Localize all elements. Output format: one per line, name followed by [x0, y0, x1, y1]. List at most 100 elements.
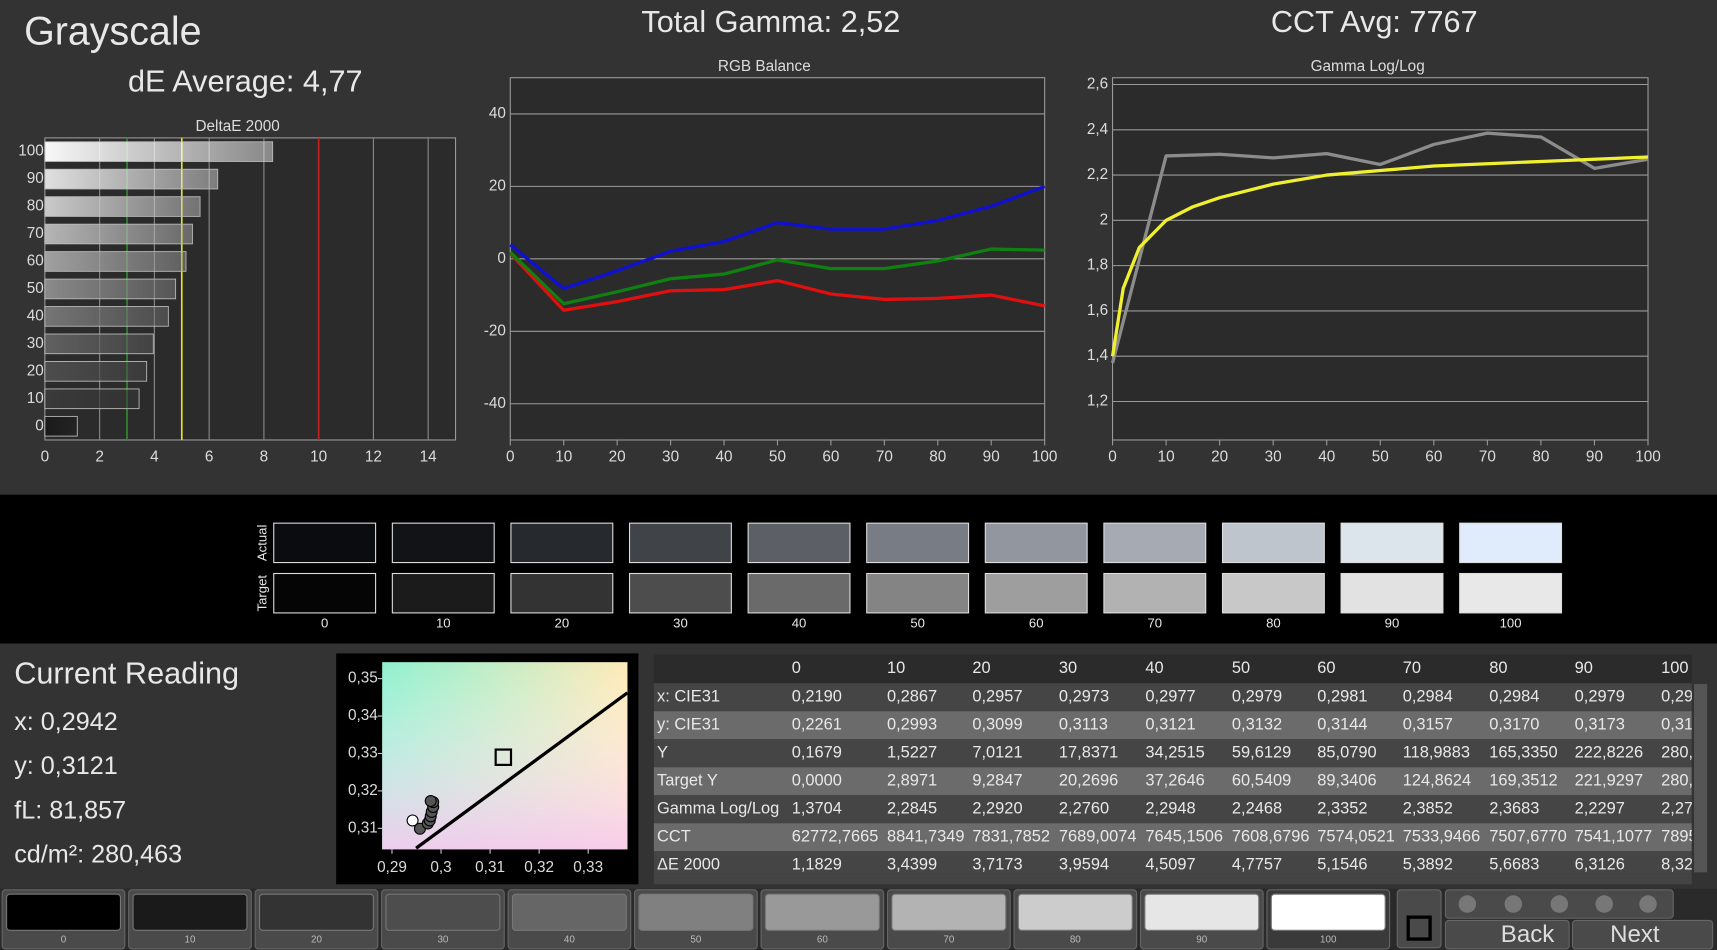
column-header: 10 [887, 659, 905, 677]
x-tick-label: 40 [716, 449, 733, 466]
swatch-label: 0 [321, 615, 328, 630]
x-tick-label: 40 [1318, 449, 1335, 466]
x-tick-label: 10 [1158, 449, 1175, 466]
table-cell: 2,2845 [887, 800, 937, 818]
table-cell: 60,5409 [1232, 772, 1291, 790]
y-tick-label: 2,6 [1087, 76, 1108, 93]
data-table: 0 10 20 30 40 50 60 70 80 90 100 x: CIE31 0,2190 0,28… [653, 659, 1693, 874]
chart-title: Gamma Log/Log [1311, 58, 1425, 75]
y-tick-label: 50 [27, 280, 44, 297]
x-tick-label: 90 [1586, 449, 1603, 466]
table-cell: 20,2696 [1059, 772, 1118, 790]
series-line [509, 247, 1045, 306]
x-tick-label: 70 [876, 449, 893, 466]
target-point [494, 748, 513, 766]
table-cell: 221,9297 [1575, 772, 1643, 790]
table-cell: 0,2957 [972, 688, 1022, 706]
icon [1504, 895, 1523, 913]
patch-label: 80 [1070, 935, 1081, 946]
y-tick-label: 30 [27, 335, 44, 352]
icon [1458, 895, 1477, 913]
swatch-label: 20 [555, 615, 570, 630]
y-tick-label: 0 [497, 250, 506, 267]
icon [1406, 915, 1432, 941]
table-cell: 7507,6770 [1489, 828, 1567, 846]
x-tick-label: 20 [609, 449, 626, 466]
x-tick-label: 14 [420, 449, 438, 466]
chart-title: RGB Balance [718, 58, 811, 75]
y-tick-label: 40 [27, 307, 44, 324]
back-button[interactable] [1444, 919, 1570, 950]
table-cell: 3,9594 [1059, 856, 1109, 874]
next-button[interactable] [1571, 919, 1714, 950]
back-label: Back [1501, 921, 1556, 948]
column-header: 20 [972, 659, 990, 677]
actual-swatch [1459, 522, 1563, 564]
table-cell: 37,2646 [1145, 772, 1204, 790]
next-label: Next [1610, 921, 1660, 948]
table-cell: 0,3157 [1403, 716, 1453, 734]
bar [44, 388, 140, 410]
table-cell: 62772,7665 [792, 828, 879, 846]
y-tick-label: 0,34 [348, 707, 378, 724]
patch-label: 40 [564, 935, 575, 946]
cct-average: CCT Avg: 7767 [1271, 5, 1478, 39]
x-tick-label: 70 [1479, 449, 1496, 466]
column-header: 60 [1317, 659, 1335, 677]
h-scrollbar[interactable] [653, 873, 1692, 885]
swatch-label: 70 [1148, 615, 1163, 630]
table-cell: 0,3121 [1145, 716, 1195, 734]
x-tick-label: 80 [929, 449, 946, 466]
x-tick-label: 0,3 [430, 859, 451, 876]
table-row [653, 851, 1692, 874]
chart-title: DeltaE 2000 [195, 118, 279, 135]
table-cell: 2,8971 [887, 772, 937, 790]
column-header: 90 [1575, 659, 1593, 677]
row-label: Target Y [657, 772, 718, 790]
table-cell: 59,6129 [1232, 744, 1291, 762]
table-cell: 0,0000 [792, 772, 842, 790]
table-cell: 2,2948 [1145, 800, 1195, 818]
swatch-label: 50 [910, 615, 925, 630]
patch-color [764, 893, 880, 931]
target-swatch [984, 572, 1088, 614]
patch-color [1017, 893, 1133, 931]
patch-color [891, 893, 1007, 931]
actual-swatch [866, 522, 970, 564]
y-tick-label: 40 [489, 105, 506, 122]
column-header: 80 [1489, 659, 1507, 677]
series-line [1110, 155, 1649, 357]
x-tick-label: 6 [205, 449, 214, 466]
target-swatch [1340, 572, 1444, 614]
x-tick-label: 0,32 [524, 859, 554, 876]
reading-y: y: 0,3121 [14, 752, 118, 780]
table-cell: 8841,7349 [887, 828, 965, 846]
reading-x: x: 0,2942 [14, 708, 118, 736]
locus-line [415, 691, 628, 850]
actual-swatch [747, 522, 851, 564]
actual-swatch [1340, 522, 1444, 564]
patch-label: 20 [311, 935, 322, 946]
table-cell: 3,7173 [972, 856, 1022, 874]
table-cell: 0,31 [1661, 716, 1693, 734]
x-tick-label: 90 [983, 449, 1000, 466]
patch-label: 70 [943, 935, 954, 946]
actual-swatch [510, 522, 614, 564]
table-cell: 0,29 [1661, 688, 1693, 706]
table-cell: 0,3099 [972, 716, 1022, 734]
table-cell: 0,3170 [1489, 716, 1539, 734]
column-header: 0 [792, 659, 801, 677]
bar [44, 306, 169, 327]
y-tick-label: 1,4 [1087, 347, 1109, 364]
bar [44, 278, 177, 300]
x-tick-label: 0 [1108, 449, 1117, 466]
row-label: Actual [254, 525, 269, 562]
patch-label: 0 [61, 935, 67, 946]
x-tick-label: 60 [822, 449, 839, 466]
scrollbar[interactable] [1694, 684, 1708, 873]
y-tick-label: 20 [27, 362, 44, 379]
table-cell: 0,3144 [1317, 716, 1367, 734]
target-swatch [1459, 572, 1563, 614]
y-tick-label: 0 [35, 417, 44, 434]
x-tick-label: 0,29 [377, 859, 407, 876]
